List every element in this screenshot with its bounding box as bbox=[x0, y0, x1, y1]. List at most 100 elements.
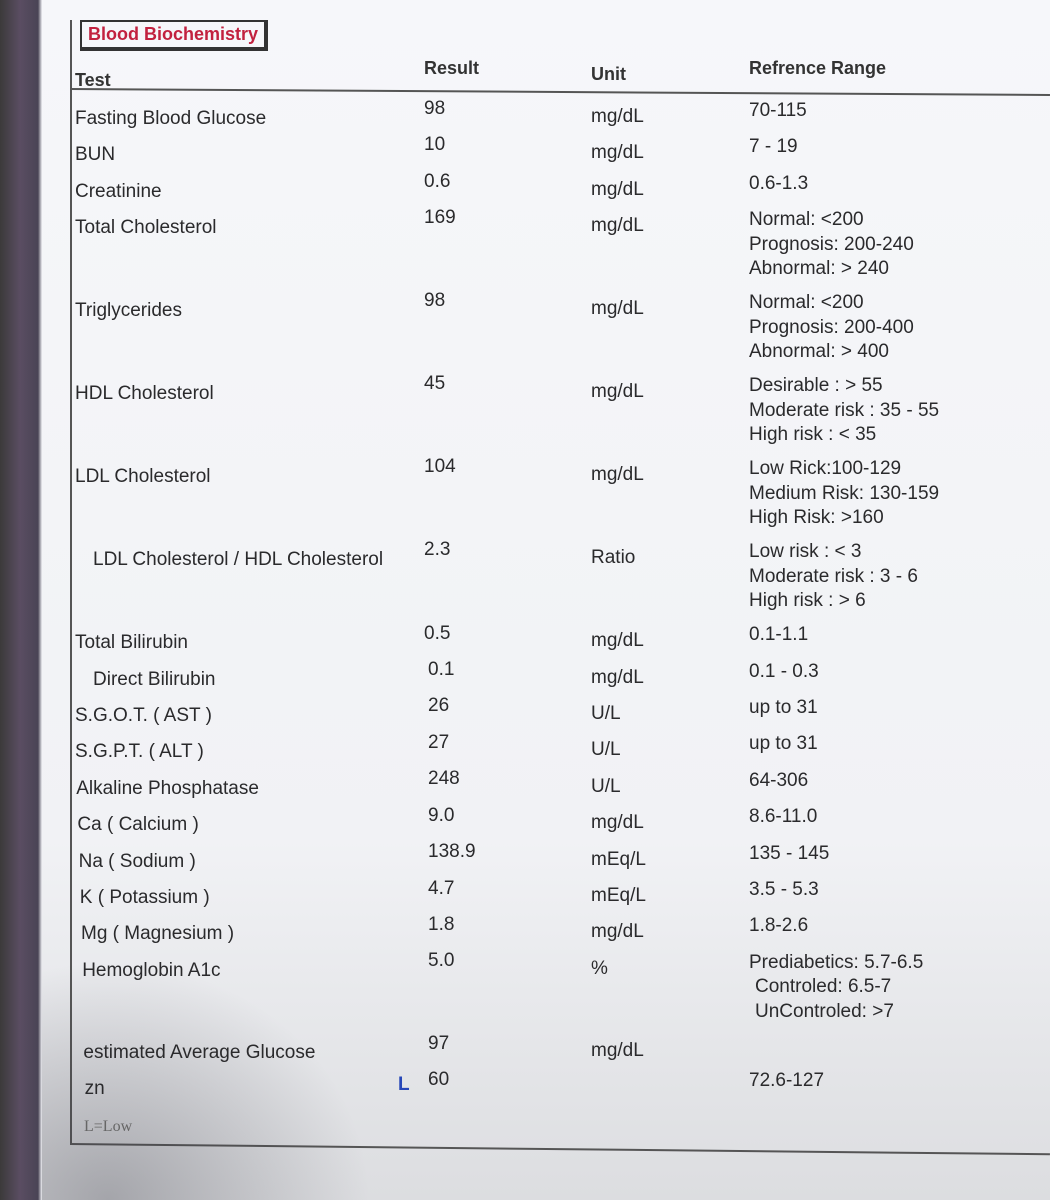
unit: mg/dL bbox=[591, 666, 644, 688]
unit: U/L bbox=[591, 775, 621, 797]
column-header: Result bbox=[424, 58, 480, 78]
reference-range: 0.6-1.3 bbox=[749, 172, 809, 194]
reference-range: Prediabetics: 5.7-6.5 bbox=[749, 951, 924, 973]
reference-range: Moderate risk : 35 - 55 bbox=[749, 399, 940, 421]
reference-range: Abnormal: > 400 bbox=[749, 341, 889, 363]
reference-range: up to 31 bbox=[749, 697, 818, 718]
reference-range: Desirable : > 55 bbox=[749, 375, 883, 397]
reference-range: High risk : > 6 bbox=[749, 590, 866, 612]
unit: mEq/L bbox=[591, 885, 646, 906]
result: 98 bbox=[424, 98, 446, 119]
result: 1.8 bbox=[428, 914, 455, 936]
result: 4.7 bbox=[428, 877, 455, 899]
reference-range: Medium Risk: 130-159 bbox=[749, 482, 940, 504]
column-header: Refrence Range bbox=[749, 58, 887, 78]
result: 248 bbox=[428, 768, 460, 790]
reference-range: 64-306 bbox=[749, 769, 809, 791]
reference-range: Moderate risk : 3 - 6 bbox=[749, 565, 918, 587]
reference-range: 1.8-2.6 bbox=[749, 915, 809, 937]
result: 138.9 bbox=[428, 841, 476, 863]
test-name: Fasting Blood Glucose bbox=[75, 108, 267, 129]
unit: mg/dL bbox=[591, 215, 644, 237]
reference-range: UnControled: >7 bbox=[755, 1000, 894, 1022]
reference-range: Abnormal: > 240 bbox=[749, 258, 889, 280]
unit: mg/dL bbox=[591, 630, 644, 652]
left-rule bbox=[70, 20, 72, 1145]
unit: U/L bbox=[591, 739, 621, 761]
reference-range: Normal: <200 bbox=[749, 209, 864, 231]
unit: mg/dL bbox=[591, 921, 644, 943]
unit: mg/dL bbox=[591, 812, 644, 834]
test-name: Direct Bilirubin bbox=[93, 668, 216, 690]
flag: L bbox=[398, 1073, 410, 1095]
result: 45 bbox=[424, 373, 446, 395]
shadow bbox=[42, 960, 372, 1200]
reference-range: Controled: 6.5-7 bbox=[755, 976, 892, 998]
footnote: L=Low bbox=[84, 1118, 133, 1135]
reference-range: Low risk : < 3 bbox=[749, 541, 862, 563]
result: 10 bbox=[424, 134, 446, 156]
reference-range: 8.6-11.0 bbox=[749, 806, 818, 828]
reference-range: up to 31 bbox=[749, 733, 818, 755]
result: 27 bbox=[428, 731, 450, 753]
test-name: S.G.O.T. ( AST ) bbox=[75, 705, 212, 726]
unit: mg/dL bbox=[591, 106, 644, 127]
result: 0.5 bbox=[424, 622, 451, 644]
reference-range: 135 - 145 bbox=[749, 842, 830, 864]
reference-range: High risk : < 35 bbox=[749, 424, 877, 446]
result: 26 bbox=[428, 695, 450, 717]
unit: % bbox=[591, 957, 608, 979]
test-name: Alkaline Phosphatase bbox=[76, 777, 259, 799]
result: 9.0 bbox=[428, 804, 455, 826]
test-name: Total Bilirubin bbox=[75, 632, 188, 654]
test-name: Creatinine bbox=[75, 180, 162, 202]
test-name: Mg ( Magnesium ) bbox=[81, 923, 235, 945]
result: 104 bbox=[424, 456, 456, 478]
test-name: Total Cholesterol bbox=[75, 217, 217, 239]
reference-range: Prognosis: 200-240 bbox=[749, 233, 914, 255]
test-name: Na ( Sodium ) bbox=[78, 850, 196, 872]
result: 97 bbox=[428, 1032, 450, 1054]
result: 0.6 bbox=[424, 170, 451, 192]
unit: mEq/L bbox=[591, 848, 646, 870]
reference-range: Normal: <200 bbox=[749, 292, 864, 314]
reference-range: 3.5 - 5.3 bbox=[749, 879, 819, 900]
unit: mg/dL bbox=[591, 142, 644, 164]
test-name: S.G.P.T. ( ALT ) bbox=[75, 741, 204, 763]
test-name: Ca ( Calcium ) bbox=[77, 814, 199, 836]
result: 0.1 bbox=[428, 658, 455, 680]
result: 60 bbox=[428, 1068, 450, 1090]
test-name: Hemoglobin A1c bbox=[82, 959, 221, 981]
test-name: Triglycerides bbox=[75, 300, 182, 322]
unit: mg/dL bbox=[591, 464, 644, 486]
test-name: HDL Cholesterol bbox=[75, 383, 214, 405]
reference-range: 72.6-127 bbox=[749, 1069, 825, 1091]
unit: mg/dL bbox=[591, 178, 644, 200]
column-header: Test bbox=[75, 70, 111, 90]
unit: mg/dL bbox=[591, 1039, 644, 1061]
reference-range: 0.1-1.1 bbox=[749, 624, 809, 646]
report-title: Blood Biochemistry bbox=[80, 20, 269, 51]
paper bbox=[42, 0, 1050, 1200]
result: 2.3 bbox=[424, 539, 451, 561]
test-name: zn bbox=[84, 1077, 105, 1099]
test-name: K ( Potassium ) bbox=[79, 887, 210, 908]
test-name: BUN bbox=[75, 144, 116, 166]
test-name: LDL Cholesterol / HDL Cholesterol bbox=[93, 549, 384, 571]
reference-range: Low Rick:100-129 bbox=[749, 458, 902, 480]
reference-range: 7 - 19 bbox=[749, 136, 798, 158]
unit: mg/dL bbox=[591, 298, 644, 320]
result: 98 bbox=[424, 290, 446, 312]
test-name: LDL Cholesterol bbox=[75, 466, 211, 488]
unit: mg/dL bbox=[591, 381, 644, 403]
unit: U/L bbox=[591, 703, 621, 724]
reference-range: Prognosis: 200-400 bbox=[749, 316, 914, 338]
reference-range: High Risk: >160 bbox=[749, 507, 884, 529]
result: 169 bbox=[424, 207, 456, 229]
reference-range: 0.1 - 0.3 bbox=[749, 660, 819, 682]
unit: Ratio bbox=[591, 547, 636, 569]
result: 5.0 bbox=[428, 950, 455, 972]
column-header: Unit bbox=[591, 64, 626, 84]
test-name: estimated Average Glucose bbox=[83, 1041, 316, 1063]
